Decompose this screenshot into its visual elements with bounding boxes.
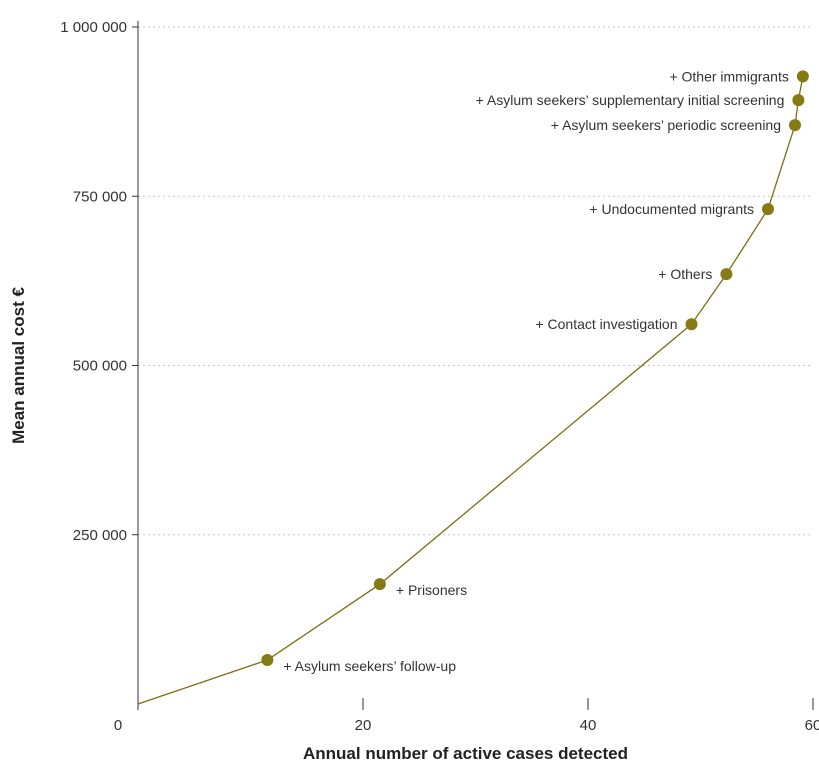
data-point-label: + Asylum seekers’ supplementary initial …	[476, 92, 785, 108]
data-point-labels: + Asylum seekers’ follow-up + Prisoners + …	[283, 68, 789, 674]
y-tick-label: 250 000	[73, 527, 127, 544]
y-tick-label: 1 000 000	[60, 19, 127, 36]
y-axis-ticks: 250 000 500 000 750 000 1 000 000	[60, 19, 138, 544]
data-point	[792, 94, 805, 107]
series-line	[137, 76, 804, 705]
data-point-label: + Others	[658, 266, 712, 282]
data-point	[261, 653, 274, 666]
x-tick-label: 40	[580, 717, 597, 734]
data-point	[373, 578, 386, 591]
data-point	[762, 203, 774, 216]
x-axis-ticks: 0 20 40 60	[114, 698, 819, 734]
x-tick-label: 20	[355, 717, 372, 734]
y-tick-label: 750 000	[73, 188, 127, 205]
data-points	[261, 70, 809, 666]
x-axis-title: Annual number of active cases detected	[303, 744, 628, 763]
data-point-label: + Contact investigation	[535, 316, 677, 332]
data-point-label: + Asylum seekers’ periodic screening	[551, 117, 781, 133]
data-point	[796, 70, 809, 83]
x-tick-label: 0	[114, 717, 122, 734]
y-axis-title: Mean annual cost €	[9, 287, 28, 444]
x-tick-label: 60	[805, 717, 819, 734]
data-point-label: + Prisoners	[396, 582, 467, 598]
data-point-label: + Undocumented migrants	[589, 201, 754, 217]
data-point	[720, 268, 733, 281]
data-point	[685, 318, 698, 331]
data-point-label: + Asylum seekers’ follow-up	[283, 658, 456, 674]
data-point-label: + Other immigrants	[669, 68, 788, 84]
data-point	[789, 119, 801, 132]
y-tick-label: 500 000	[73, 358, 127, 375]
